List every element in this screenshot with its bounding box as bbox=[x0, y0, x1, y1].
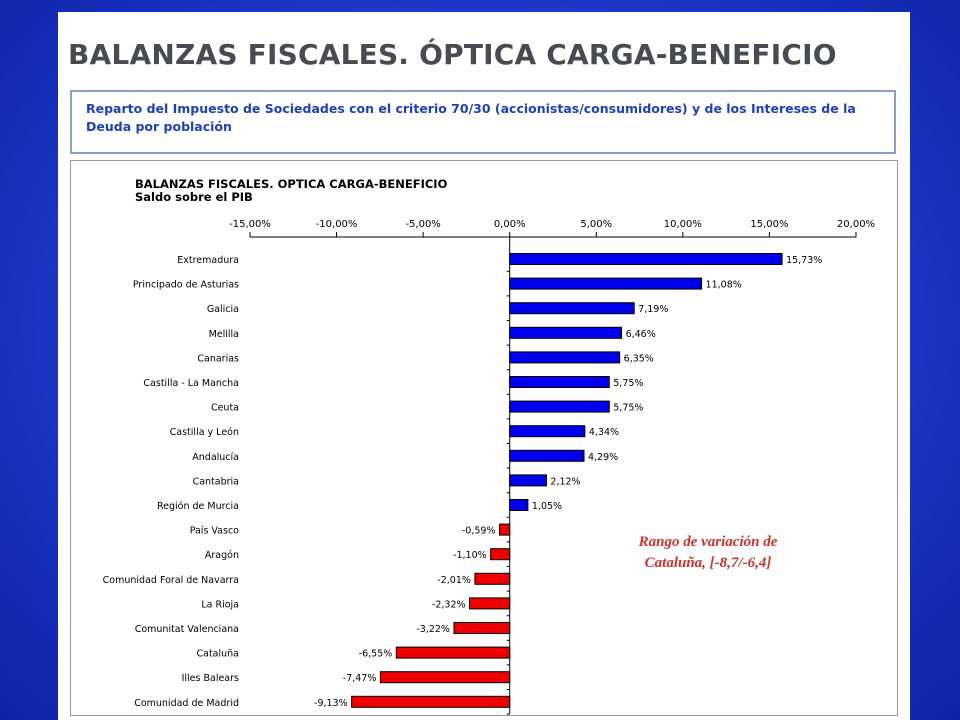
value-label: -0,59% bbox=[462, 526, 496, 537]
category-label: Andalucía bbox=[192, 452, 239, 463]
bar bbox=[509, 425, 586, 438]
value-label: -3,22% bbox=[416, 624, 450, 635]
category-label: Castilla y León bbox=[170, 427, 239, 438]
annotation-line-2: Cataluña, [-8,7/-6,4] bbox=[644, 555, 772, 571]
range-annotation: Rango de variación de Cataluña, [-8,7/-6… bbox=[618, 532, 798, 574]
value-label: -9,13% bbox=[314, 698, 348, 709]
category-label: Región de Murcia bbox=[157, 501, 239, 512]
x-tick-label: -15,00% bbox=[229, 219, 271, 230]
category-label: La Rioja bbox=[201, 599, 239, 610]
value-label: 15,73% bbox=[786, 255, 822, 266]
value-label: 7,19% bbox=[638, 304, 668, 315]
value-label: 5,75% bbox=[613, 378, 643, 389]
value-label: -7,47% bbox=[343, 673, 377, 684]
bar bbox=[379, 671, 511, 684]
value-label: 4,29% bbox=[588, 452, 618, 463]
bar bbox=[453, 622, 511, 634]
value-label: -6,55% bbox=[359, 649, 393, 660]
category-label: Illes Balears bbox=[182, 673, 239, 684]
x-tick-label: 5,00% bbox=[580, 219, 612, 230]
bar bbox=[395, 646, 511, 659]
x-tick-label: 20,00% bbox=[837, 219, 875, 230]
bar bbox=[509, 326, 623, 339]
bar bbox=[474, 572, 511, 585]
category-label: Cantabria bbox=[193, 476, 239, 487]
chart-title: BALANZAS FISCALES. OPTICA CARGA-BENEFICI… bbox=[135, 177, 448, 191]
bar-chart: BALANZAS FISCALES. OPTICA CARGA-BENEFICI… bbox=[103, 177, 875, 715]
bar bbox=[509, 302, 635, 315]
x-tick-label: -10,00% bbox=[316, 219, 358, 230]
subtitle-text: Reparto del Impuesto de Sociedades con e… bbox=[86, 101, 856, 134]
category-label: Cataluña bbox=[196, 649, 239, 660]
value-label: -2,01% bbox=[437, 575, 471, 586]
slide-title: BALANZAS FISCALES. ÓPTICA CARGA-BENEFICI… bbox=[68, 38, 837, 71]
category-label: Comunitat Valenciana bbox=[135, 624, 239, 635]
bar bbox=[509, 376, 610, 388]
annotation-line-1: Rango de variación de bbox=[638, 534, 778, 550]
value-label: 1,05% bbox=[532, 501, 562, 512]
category-label: Extremadura bbox=[177, 255, 239, 266]
category-label: Comunidad Foral de Navarra bbox=[103, 575, 239, 586]
category-label: País Vasco bbox=[190, 526, 239, 537]
category-label: Principado de Asturias bbox=[133, 280, 239, 291]
bar bbox=[509, 351, 621, 364]
slide: BALANZAS FISCALES. ÓPTICA CARGA-BENEFICI… bbox=[58, 12, 910, 720]
category-label: Aragón bbox=[205, 550, 239, 561]
value-label: 11,08% bbox=[706, 280, 742, 291]
value-label: 4,34% bbox=[589, 427, 619, 438]
value-label: -1,10% bbox=[453, 550, 487, 561]
bar bbox=[509, 499, 529, 511]
x-tick-label: 10,00% bbox=[664, 219, 702, 230]
category-label: Comunidad de Madrid bbox=[134, 698, 239, 709]
bar bbox=[509, 400, 610, 413]
bar bbox=[509, 277, 703, 290]
value-label: 6,46% bbox=[626, 329, 656, 340]
category-label: Castilla - La Mancha bbox=[143, 378, 239, 389]
bar bbox=[509, 474, 547, 487]
bar bbox=[509, 449, 585, 462]
bar bbox=[498, 523, 511, 536]
value-label: 2,12% bbox=[550, 476, 580, 487]
x-tick-label: 0,00% bbox=[494, 219, 526, 230]
chart-frame: BALANZAS FISCALES. OPTICA CARGA-BENEFICI… bbox=[70, 160, 898, 716]
bar bbox=[509, 253, 783, 265]
bar bbox=[490, 548, 511, 561]
category-label: Canarias bbox=[197, 353, 239, 364]
chart-subtitle: Saldo sobre el PIB bbox=[135, 190, 253, 204]
category-label: Ceuta bbox=[211, 403, 239, 414]
category-label: Galicia bbox=[207, 304, 239, 315]
category-label: Melilla bbox=[209, 329, 239, 340]
value-label: 5,75% bbox=[613, 403, 643, 414]
bar bbox=[351, 695, 511, 708]
value-label: 6,35% bbox=[624, 353, 654, 364]
x-tick-label: -5,00% bbox=[405, 219, 440, 230]
value-label: -2,32% bbox=[432, 599, 466, 610]
subtitle-box: Reparto del Impuesto de Sociedades con e… bbox=[70, 90, 896, 154]
bar bbox=[469, 597, 511, 610]
x-tick-label: 15,00% bbox=[750, 219, 788, 230]
